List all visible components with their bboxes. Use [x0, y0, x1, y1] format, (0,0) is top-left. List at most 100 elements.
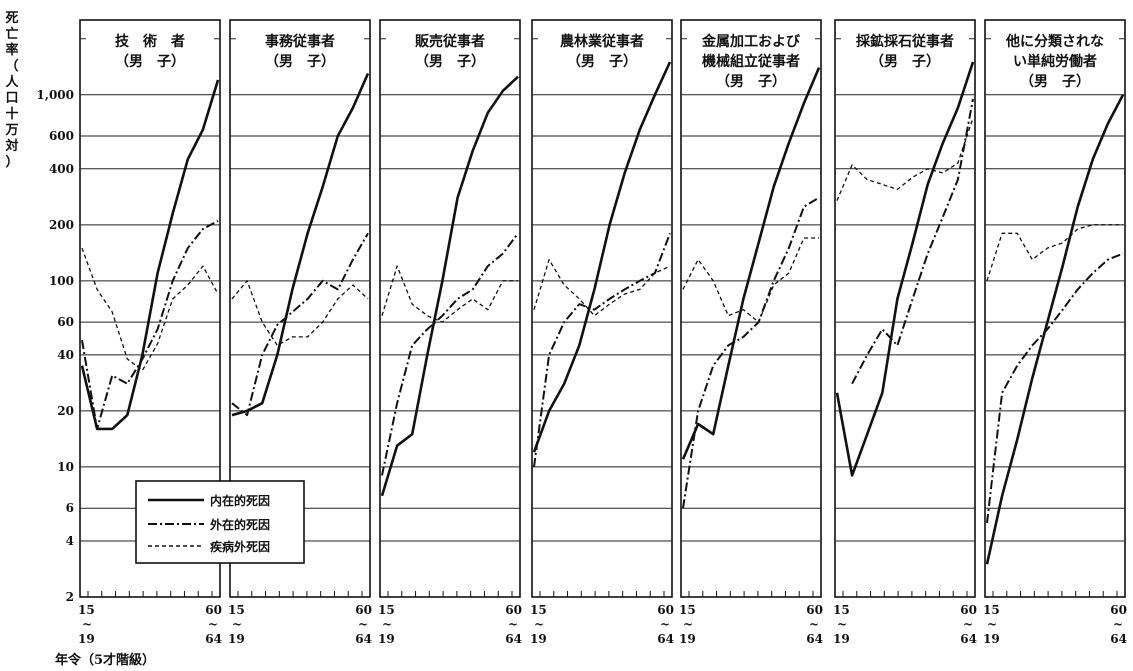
series-extrinsic [533, 232, 671, 468]
panel-title-bg [991, 26, 1119, 86]
x-label-bottom: 19 [530, 632, 547, 646]
panel-title-line: 事務従事者 [265, 33, 335, 50]
x-label-bottom: 64 [1110, 632, 1127, 646]
x-axis-labels: 15~1960~6415~1960~6415~1960~6415~1960~64… [78, 603, 1127, 646]
y-tick-label: 6 [66, 501, 74, 515]
x-label-tilde: ~ [508, 617, 518, 631]
y-axis-title-char: 率 [5, 42, 18, 58]
series-extrinsic [381, 232, 519, 476]
series-non-disease [81, 247, 219, 372]
x-label-tilde: ~ [1113, 617, 1123, 631]
x-label-tilde: ~ [809, 617, 819, 631]
x-label-top: 60 [355, 603, 372, 617]
x-label-bottom: 64 [205, 632, 222, 646]
y-tick-label: 10 [57, 460, 74, 474]
x-label-tilde: ~ [358, 617, 368, 631]
x-label-top: 15 [983, 603, 1000, 617]
panel-title-line: 農林業従事者 [560, 33, 644, 50]
y-axis-ticks: 1,000 600 400 200 100 60 40 20 10 6 4 2 [36, 88, 74, 604]
x-label-top: 15 [530, 603, 547, 617]
y-axis-title-char: 対 [4, 138, 18, 154]
x-label-top: 15 [378, 603, 395, 617]
series-intrinsic [681, 67, 821, 460]
series-non-disease [836, 117, 974, 201]
panel-title-line: （男 子） [265, 54, 335, 70]
panel-title-line: 機械組立従事者 [702, 53, 800, 70]
x-label-tilde: ~ [837, 617, 847, 631]
panel-title-bg [841, 26, 969, 68]
series-intrinsic [835, 61, 975, 477]
panel-frame [984, 19, 1126, 598]
x-label-tilde: ~ [82, 617, 92, 631]
y-tick-label: 1,000 [36, 88, 74, 102]
panel-title-line: 金属加工および [701, 33, 801, 50]
x-label-top: 15 [679, 603, 696, 617]
series-intrinsic [985, 94, 1125, 565]
y-tick-label: 60 [57, 315, 74, 329]
x-label-bottom: 64 [355, 632, 372, 646]
x-axis-title: 年令（5才階級） [55, 652, 155, 668]
legend-non-disease-label: 疾病外死因 [210, 539, 270, 554]
series-extrinsic [986, 252, 1124, 524]
x-label-top: 60 [806, 603, 823, 617]
series-intrinsic [231, 72, 370, 417]
panel-4: 農林業従事者 （男 子） [531, 19, 673, 598]
x-label-top: 15 [228, 603, 245, 617]
panel-title-line: （男 子） [567, 54, 637, 70]
x-label-tilde: ~ [232, 617, 242, 631]
series-extrinsic [682, 196, 820, 509]
series-non-disease [381, 265, 518, 323]
panel-title-line: い単純労働者 [1013, 53, 1097, 70]
panel-3: 販売従事者 （男 子） [379, 19, 521, 598]
x-label-bottom: 64 [960, 632, 977, 646]
series-non-disease [533, 258, 671, 317]
panel-title-line: （男 子） [1020, 74, 1090, 90]
x-label-bottom: 19 [228, 632, 245, 646]
x-label-tilde: ~ [660, 617, 670, 631]
y-axis-title-char: 口 [5, 91, 18, 106]
panel-title-line: 他に分類されな [1005, 33, 1104, 50]
x-label-tilde: ~ [534, 617, 544, 631]
y-axis-title-char: 亡 [5, 26, 18, 42]
legend-extrinsic-label: 外在的死因 [210, 517, 270, 532]
series-intrinsic [380, 75, 519, 497]
x-label-bottom: 19 [78, 632, 95, 646]
panel-6: 採鉱採石従事者 （男 子） [834, 19, 976, 598]
series-non-disease [986, 224, 1123, 281]
y-tick-label: 4 [66, 534, 74, 548]
panel-title-bg [687, 26, 815, 86]
series-non-disease [682, 237, 819, 323]
y-tick-label: 600 [49, 129, 74, 143]
y-axis-title-char: 死 [5, 11, 18, 26]
y-axis-title-char: ） [5, 154, 18, 170]
y-tick-label: 100 [49, 274, 74, 288]
y-axis-title-char: 十 [5, 106, 18, 122]
panel-title-line: （男 子） [115, 54, 185, 70]
x-label-bottom: 19 [983, 632, 1000, 646]
x-label-tilde: ~ [987, 617, 997, 631]
series-intrinsic [80, 79, 220, 431]
x-label-top: 60 [1110, 603, 1127, 617]
panel-title-line: 技 術 者 [115, 33, 185, 50]
x-label-top: 15 [833, 603, 850, 617]
y-tick-label: 200 [49, 218, 74, 232]
series-extrinsic [231, 232, 369, 417]
y-tick-label: 20 [57, 404, 74, 418]
series-intrinsic [532, 61, 672, 453]
y-tick-label: 400 [49, 162, 74, 176]
x-label-top: 60 [205, 603, 222, 617]
panel-title-line: 販売従事者 [415, 33, 485, 50]
panel-title-bg [86, 26, 214, 68]
series-non-disease [231, 280, 369, 347]
panel-frame [680, 19, 822, 598]
x-label-tilde: ~ [208, 617, 218, 631]
legend-intrinsic-label: 内在的死因 [210, 493, 270, 508]
x-label-bottom: 19 [833, 632, 850, 646]
panel-title-line: （男 子） [716, 74, 786, 90]
x-label-top: 15 [78, 603, 95, 617]
panel-title-line: （男 子） [415, 54, 485, 70]
x-label-top: 60 [960, 603, 977, 617]
